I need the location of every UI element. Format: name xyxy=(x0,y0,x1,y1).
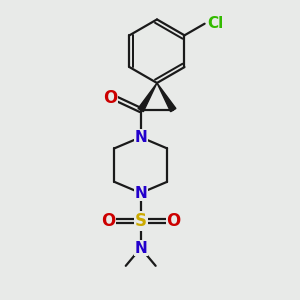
Text: O: O xyxy=(103,89,118,107)
Text: Cl: Cl xyxy=(208,16,224,31)
Text: N: N xyxy=(134,185,147,200)
Polygon shape xyxy=(157,83,176,112)
Polygon shape xyxy=(138,83,157,112)
Text: N: N xyxy=(134,241,147,256)
Text: N: N xyxy=(134,130,147,145)
Text: S: S xyxy=(135,212,147,230)
Text: O: O xyxy=(167,212,181,230)
Text: O: O xyxy=(100,212,115,230)
